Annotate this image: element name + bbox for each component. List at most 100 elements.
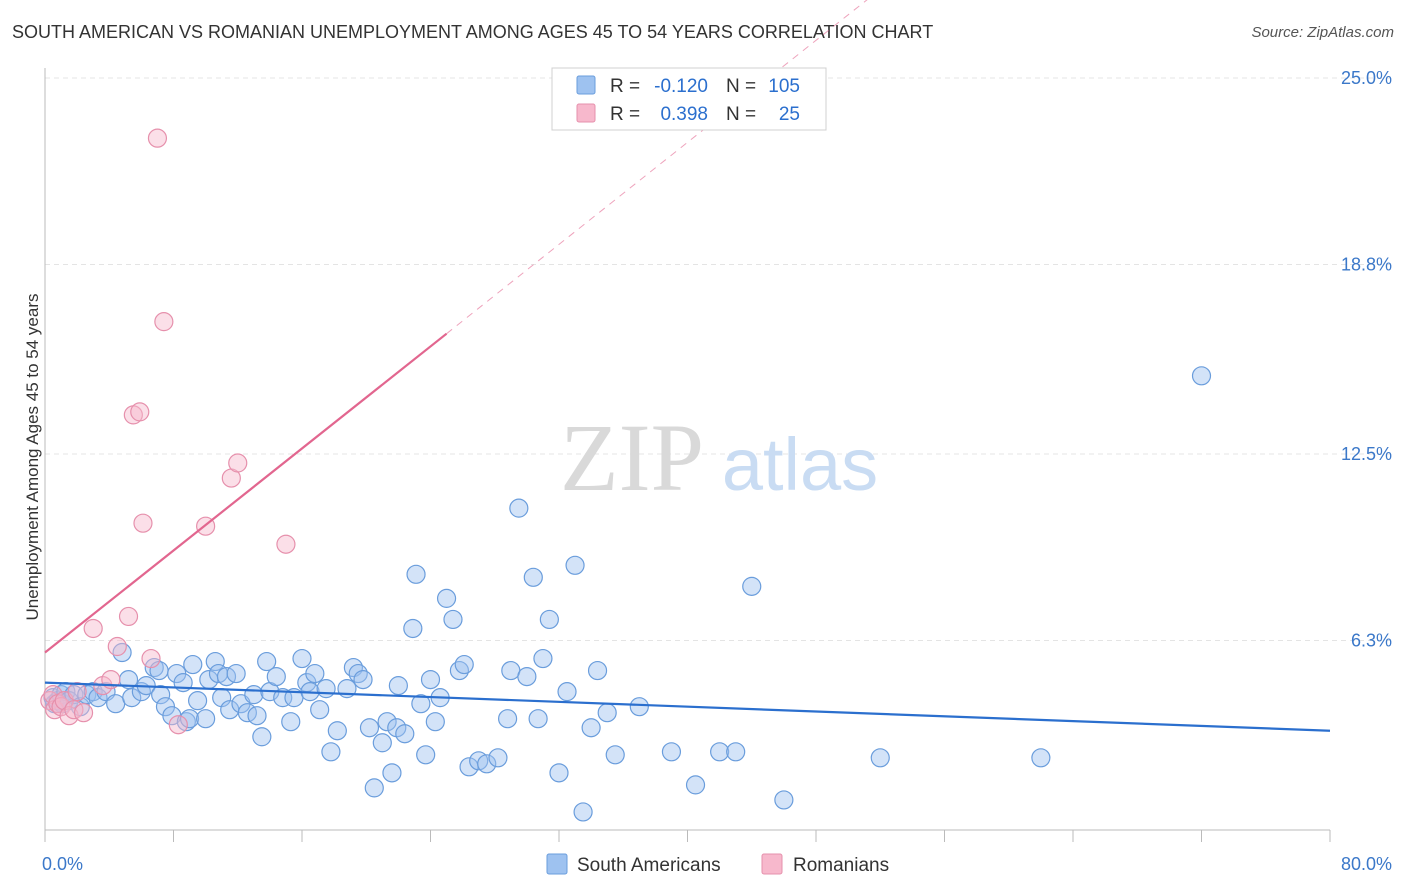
- south-american-point-47: [281, 712, 301, 732]
- stats-r-label-2: R =: [610, 104, 640, 125]
- south-american-point-74: [425, 712, 445, 732]
- south-american-point-105: [742, 576, 762, 596]
- south-american-point-87: [517, 666, 537, 687]
- south-american-point-101: [661, 742, 682, 762]
- south-american-point-108: [1031, 748, 1051, 768]
- stats-n-label-2: N =: [726, 104, 756, 125]
- south-american-point-40: [244, 685, 264, 705]
- south-american-point-65: [382, 763, 402, 783]
- south-american-point-64: [377, 712, 397, 732]
- south-american-point-67: [388, 676, 408, 696]
- romanian-point-13: [107, 636, 127, 657]
- south-american-point-77: [443, 609, 463, 630]
- south-american-point-103: [710, 742, 730, 762]
- stats-n-label-1: N =: [726, 76, 756, 97]
- south-american-point-46: [273, 688, 293, 708]
- romanian-point-17: [133, 513, 153, 533]
- stats-swatch-romanians: [576, 103, 596, 123]
- chart-title: SOUTH AMERICAN VS ROMANIAN UNEMPLOYMENT …: [12, 22, 934, 42]
- south-american-point-55: [321, 742, 341, 762]
- south-american-point-52: [305, 663, 325, 684]
- south-american-point-79: [454, 654, 474, 675]
- south-american-point-94: [565, 555, 585, 575]
- south-american-point-95: [573, 802, 593, 822]
- south-american-point-28: [183, 654, 203, 675]
- south-american-point-69: [403, 618, 423, 639]
- watermark-zip: ZIP: [560, 404, 704, 511]
- south-american-point-97: [587, 660, 608, 681]
- romanian-point-8: [67, 682, 87, 702]
- romanian-point-14: [118, 606, 139, 627]
- south-american-point-37: [226, 663, 246, 684]
- trend-line-south-americans: [44, 681, 1331, 732]
- south-american-point-61: [359, 718, 380, 738]
- south-american-point-107: [870, 748, 890, 768]
- south-american-point-27: [179, 709, 200, 729]
- south-american-point-99: [605, 745, 625, 765]
- trend-line-romanians: [44, 332, 448, 654]
- source-label: Source: ZipAtlas.com: [1251, 24, 1394, 41]
- south-american-point-82: [477, 754, 497, 774]
- stats-r-label-1: R =: [610, 76, 640, 97]
- romanian-point-19: [147, 128, 168, 148]
- legend-swatch-south-americans: [546, 853, 568, 875]
- legend-swatch-romanians: [761, 853, 783, 875]
- south-american-point-29: [187, 691, 208, 711]
- romanian-point-9: [73, 703, 94, 723]
- south-american-point-56: [327, 721, 347, 741]
- south-american-point-30: [196, 709, 216, 729]
- legend-label-romanians: Romanians: [793, 855, 889, 876]
- south-american-point-85: [501, 660, 521, 681]
- romanian-point-21: [168, 715, 188, 735]
- south-american-point-76: [436, 588, 457, 608]
- series-legend: South Americans Romanians: [546, 853, 889, 876]
- axes: [44, 68, 1331, 842]
- south-american-point-42: [252, 727, 272, 747]
- south-american-point-86: [509, 498, 529, 518]
- watermark-atlas: atlas: [722, 423, 878, 506]
- stats-n-value-1: 105: [768, 76, 800, 97]
- y-tick-label-2: 18.8%: [1341, 254, 1392, 274]
- stats-legend: R = -0.120 N = 105 R = 0.398 N = 25: [551, 67, 827, 131]
- south-american-point-102: [685, 775, 706, 795]
- x-tick-labels: 0.0% 80.0%: [42, 854, 1392, 874]
- south-american-point-98: [597, 703, 617, 723]
- y-tick-labels: 6.3% 12.5% 18.8% 25.0%: [1341, 68, 1392, 650]
- south-american-point-100: [629, 697, 649, 717]
- y-tick-label-1: 12.5%: [1341, 444, 1392, 464]
- south-american-point-41: [247, 706, 267, 726]
- romanian-point-18: [141, 648, 161, 669]
- south-american-point-84: [498, 709, 518, 729]
- south-american-point-104: [726, 742, 746, 762]
- trend-lines: [44, 0, 1331, 732]
- y-axis-label: Unemployment Among Ages 45 to 54 years: [23, 294, 42, 621]
- south-american-point-106: [774, 790, 794, 810]
- trend-line-romanians-extension: [446, 0, 868, 335]
- stats-swatch-south-americans: [576, 75, 596, 95]
- gridlines: [45, 77, 1395, 641]
- y-tick-label-3: 25.0%: [1341, 68, 1392, 88]
- series-romanians: [40, 128, 296, 735]
- south-american-point-13: [106, 694, 126, 714]
- romanian-point-24: [228, 453, 248, 473]
- stats-n-value-2: 25: [779, 104, 800, 125]
- south-american-point-72: [416, 745, 436, 765]
- south-american-point-68: [395, 724, 415, 744]
- south-american-point-43: [257, 651, 277, 672]
- south-american-point-96: [581, 718, 601, 738]
- y-tick-label-0: 6.3%: [1351, 630, 1392, 650]
- south-american-point-53: [310, 700, 330, 720]
- south-american-point-60: [353, 669, 373, 690]
- south-american-point-93: [557, 682, 577, 702]
- stats-r-value-2: 0.398: [660, 104, 708, 125]
- stats-r-value-1: -0.120: [654, 76, 708, 97]
- south-american-point-45: [266, 666, 286, 687]
- south-american-point-70: [406, 564, 426, 584]
- x-tick-label-max: 80.0%: [1341, 854, 1392, 874]
- stats-legend-frame: [551, 67, 827, 131]
- south-american-point-90: [533, 648, 553, 669]
- south-american-point-89: [528, 709, 548, 729]
- south-american-point-16: [122, 688, 142, 708]
- south-american-point-63: [372, 733, 392, 753]
